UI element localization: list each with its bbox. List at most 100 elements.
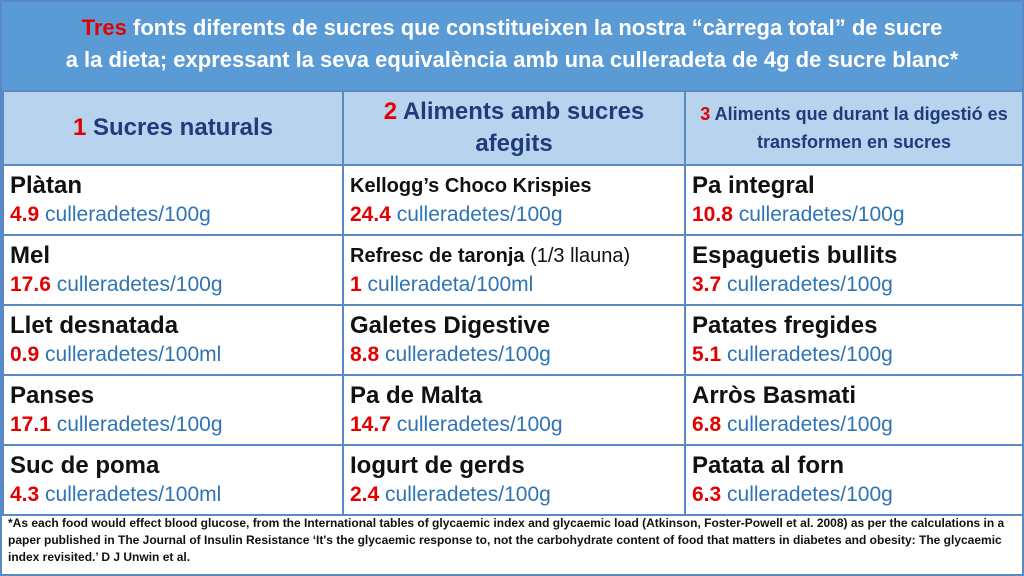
food-name-text: Llet desnatada xyxy=(10,312,179,339)
sugar-equivalence: 8.8 culleradetes/100g xyxy=(350,340,678,370)
sugar-equivalence: 6.3 culleradetes/100g xyxy=(692,480,1016,510)
teaspoon-count: 14.7 xyxy=(350,413,391,436)
sugar-equivalence: 4.3 culleradetes/100ml xyxy=(10,480,336,510)
food-cell: Iogurt de gerds 2.4 culleradetes/100g xyxy=(342,444,686,516)
food-cell: Patata al forn 6.3 culleradetes/100g xyxy=(684,444,1024,516)
food-name-text: Panses xyxy=(10,382,95,409)
food-cell: Suc de poma 4.3 culleradetes/100ml xyxy=(2,444,344,516)
food-name: Kellogg’s Choco Krispies xyxy=(350,172,678,200)
title-highlight: Tres xyxy=(81,15,127,40)
teaspoon-count: 4.3 xyxy=(10,483,40,506)
food-name: Llet desnatada xyxy=(10,312,336,340)
food-cell: Plàtan 4.9 culleradetes/100g xyxy=(2,164,344,236)
food-name-text: Kellogg’s Choco Krispies xyxy=(350,175,592,197)
sugar-table: 1 Sucres naturals 2 Aliments amb sucres … xyxy=(2,90,1024,516)
sugar-equivalence: 10.8 culleradetes/100g xyxy=(692,200,1016,230)
food-cell: Patates fregides 5.1 culleradetes/100g xyxy=(684,304,1024,376)
food-name: Iogurt de gerds xyxy=(350,452,678,480)
food-name-text: Galetes Digestive xyxy=(350,312,551,339)
food-name: Arròs Basmati xyxy=(692,382,1016,410)
column-label: Aliments amb sucres afegits xyxy=(397,98,645,157)
teaspoon-count: 17.1 xyxy=(10,413,51,436)
food-cell: Pa integral 10.8 culleradetes/100g xyxy=(684,164,1024,236)
food-name-text: Pa integral xyxy=(692,172,815,199)
sugar-equivalence: 14.7 culleradetes/100g xyxy=(350,410,678,440)
teaspoon-count: 6.8 xyxy=(692,413,722,436)
food-name: Panses xyxy=(10,382,336,410)
food-name-text: Arròs Basmati xyxy=(692,382,857,409)
teaspoon-count: 10.8 xyxy=(692,203,733,226)
column-header-added-sugars: 2 Aliments amb sucres afegits xyxy=(342,90,686,166)
food-name: Galetes Digestive xyxy=(350,312,678,340)
column-label: Sucres naturals xyxy=(86,114,274,141)
table-row: Panses 17.1 culleradetes/100g Pa de Malta 1… xyxy=(2,374,1024,446)
column-number: 2 xyxy=(383,98,398,125)
teaspoon-count: 0.9 xyxy=(10,343,40,366)
teaspoon-count: 2.4 xyxy=(350,483,380,506)
teaspoon-count: 1 xyxy=(350,273,362,296)
food-cell: Kellogg’s Choco Krispies 24.4 culleradete… xyxy=(342,164,686,236)
teaspoon-unit: culleradetes/100g xyxy=(732,203,905,226)
food-name-text: Suc de poma xyxy=(10,452,160,479)
teaspoon-count: 17.6 xyxy=(10,273,51,296)
food-name: Plàtan xyxy=(10,172,336,200)
teaspoon-unit: culleradetes/100g xyxy=(390,203,563,226)
food-name: Espaguetis bullits xyxy=(692,242,1016,270)
teaspoon-unit: culleradetes/100g xyxy=(50,413,223,436)
title-line-2: a la dieta; expressant la seva equivalèn… xyxy=(65,47,959,72)
sugar-equivalence: 24.4 culleradetes/100g xyxy=(350,200,678,230)
teaspoon-count: 6.3 xyxy=(692,483,722,506)
food-name: Pa integral xyxy=(692,172,1016,200)
teaspoon-unit: culleradetes/100g xyxy=(721,483,893,506)
sugar-equivalence: 3.7 culleradetes/100g xyxy=(692,270,1016,300)
teaspoon-count: 5.1 xyxy=(692,343,722,366)
food-cell: Galetes Digestive 8.8 culleradetes/100g xyxy=(342,304,686,376)
teaspoon-count: 3.7 xyxy=(692,273,722,296)
food-cell: Espaguetis bullits 3.7 culleradetes/100g xyxy=(684,234,1024,306)
food-name-text: Refresc de taronja xyxy=(350,245,525,267)
food-cell: Arròs Basmati 6.8 culleradetes/100g xyxy=(684,374,1024,446)
teaspoon-unit: culleradetes/100g xyxy=(721,273,893,296)
table-row: Llet desnatada 0.9 culleradetes/100ml Gale… xyxy=(2,304,1024,376)
sugar-equivalence: 17.1 culleradetes/100g xyxy=(10,410,336,440)
food-name: Patata al forn xyxy=(692,452,1016,480)
teaspoon-count: 24.4 xyxy=(350,203,391,226)
table-row: Suc de poma 4.3 culleradetes/100ml Iogurt … xyxy=(2,444,1024,516)
teaspoon-count: 4.9 xyxy=(10,203,40,226)
title-line-1-text: fonts diferents de sucres que constituei… xyxy=(126,15,943,40)
sugar-equivalence: 6.8 culleradetes/100g xyxy=(692,410,1016,440)
food-name: Mel xyxy=(10,242,336,270)
food-name-text: Iogurt de gerds xyxy=(350,452,525,479)
sugar-equivalence: 1 culleradeta/100ml xyxy=(350,270,678,300)
sugar-equivalence: 4.9 culleradetes/100g xyxy=(10,200,336,230)
table-row: Plàtan 4.9 culleradetes/100g Kellogg’s Cho… xyxy=(2,164,1024,236)
footnote: *As each food would effect blood glucose… xyxy=(8,516,1005,564)
food-name-text: Mel xyxy=(10,242,51,269)
teaspoon-unit: culleradetes/100ml xyxy=(39,483,222,506)
title-banner: Tres fonts diferents de sucres que const… xyxy=(2,2,1022,90)
sugar-equivalence: 2.4 culleradetes/100g xyxy=(350,480,678,510)
food-name-text: Patates fregides xyxy=(692,312,878,339)
food-name-text: Plàtan xyxy=(10,172,83,199)
food-cell: Llet desnatada 0.9 culleradetes/100ml xyxy=(2,304,344,376)
food-cell: Mel 17.6 culleradetes/100g xyxy=(2,234,344,306)
teaspoon-unit: culleradetes/100g xyxy=(721,343,893,366)
food-cell: Panses 17.1 culleradetes/100g xyxy=(2,374,344,446)
column-number: 3 xyxy=(700,104,711,124)
teaspoon-unit: culleradetes/100ml xyxy=(39,343,222,366)
column-header-natural-sugars: 1 Sucres naturals xyxy=(2,90,344,166)
food-cell: Refresc de taronja (1/3 llauna) 1 cullera… xyxy=(342,234,686,306)
column-number: 1 xyxy=(72,114,87,141)
food-name-text: Patata al forn xyxy=(692,452,845,479)
sugar-equivalence: 0.9 culleradetes/100ml xyxy=(10,340,336,370)
teaspoon-unit: culleradetes/100g xyxy=(379,483,551,506)
food-name: Pa de Malta xyxy=(350,382,678,410)
teaspoon-unit: culleradetes/100g xyxy=(379,343,551,366)
teaspoon-count: 8.8 xyxy=(350,343,380,366)
teaspoon-unit: culleradetes/100g xyxy=(39,203,211,226)
teaspoon-unit: culleradetes/100g xyxy=(721,413,893,436)
food-cell: Pa de Malta 14.7 culleradetes/100g xyxy=(342,374,686,446)
title-line-1: Tres fonts diferents de sucres que const… xyxy=(2,12,1022,44)
column-header-digestion-sugars: 3 Aliments que durant la digestió es tra… xyxy=(684,90,1024,166)
